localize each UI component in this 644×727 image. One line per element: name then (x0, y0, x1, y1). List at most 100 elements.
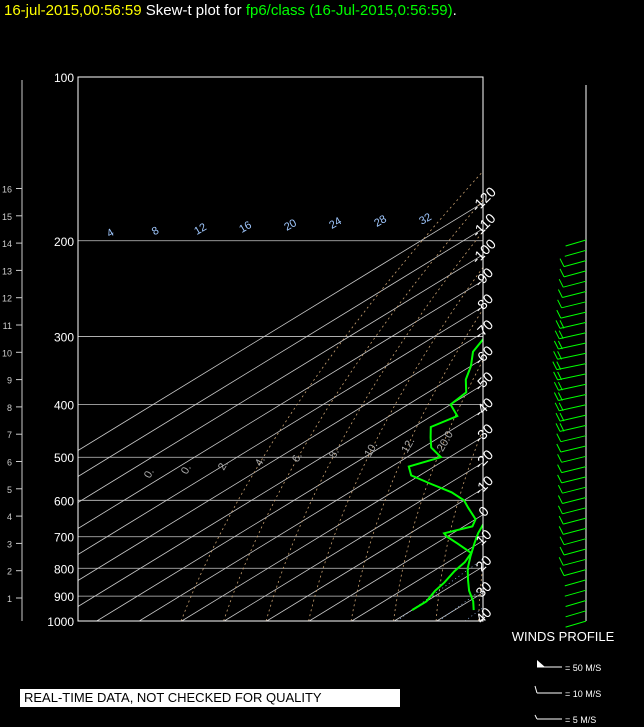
lower-annotation-label: 20.0 (435, 429, 456, 454)
dry-adiabat-line (562, 77, 644, 621)
wind-barb (559, 404, 587, 412)
wind-barb (559, 424, 587, 432)
wind-barb (563, 538, 587, 546)
wind-barb-flag (556, 433, 562, 442)
lower-annotation-label: 0. (179, 463, 194, 477)
wind-barb (564, 579, 587, 587)
mixing-ratio-label: 32 (417, 211, 434, 228)
wind-barb (563, 280, 587, 288)
mixing-ratio-line (532, 241, 644, 621)
wind-legend-barb (534, 714, 538, 720)
wind-barb-flag (557, 505, 563, 515)
dry-adiabat-line (602, 77, 644, 621)
wind-barb (556, 363, 587, 371)
isotherm-line (78, 306, 483, 555)
wind-barb-flag (559, 567, 565, 576)
temperature-tick-label: -110 (468, 210, 499, 241)
height-tick-label: 3 (7, 539, 12, 549)
isotherm-line (436, 592, 483, 621)
wind-barb-flag (556, 443, 562, 453)
wind-barb-flag (556, 361, 562, 370)
wind-barb (563, 569, 587, 577)
wind-barb-flag (555, 412, 561, 422)
wind-barb-flag (553, 392, 559, 401)
wind-barb (557, 373, 587, 381)
wind-barb-flag (559, 258, 565, 267)
pressure-tick-label: 800 (54, 562, 74, 576)
wind-barb-flag (557, 464, 563, 473)
height-tick-label: 10 (2, 348, 12, 358)
wind-barb-flag (554, 402, 560, 412)
wind-barb (560, 435, 587, 443)
wind-barb (558, 394, 587, 401)
wind-barb-flag (559, 546, 565, 556)
wind-barb (565, 610, 587, 618)
isotherm-line (78, 202, 483, 451)
wind-barb-flag (558, 402, 564, 412)
wind-barb-flag (557, 340, 563, 350)
wind-barb-flag (559, 536, 565, 545)
dry-adiabat-line (350, 308, 483, 621)
isotherm-line (78, 228, 483, 477)
pressure-tick-label: 500 (54, 451, 74, 465)
height-tick-label: 1 (7, 594, 12, 604)
wind-barb-flag (554, 330, 560, 339)
isotherm-line (394, 566, 483, 621)
isotherm-line (351, 540, 483, 621)
dry-adiabat-line (435, 428, 483, 621)
wind-barb-flag (553, 340, 559, 350)
isotherm-line (139, 410, 483, 621)
wind-legend-label: = 10 M/S (565, 689, 601, 699)
mixing-ratio-line (512, 241, 644, 621)
plot-frame (77, 76, 484, 622)
wind-legend-label: = 5 M/S (565, 715, 596, 725)
wind-legend-pennant (537, 660, 545, 667)
wind-barb (558, 383, 587, 391)
wind-barb (563, 260, 587, 268)
lower-annotation-label: 0. (142, 467, 157, 481)
wind-barb-flag (553, 381, 559, 391)
wind-barb-flag (559, 412, 565, 422)
wind-barb-flag (553, 371, 559, 381)
wind-barb (561, 466, 587, 474)
wind-barb (563, 558, 587, 566)
temperature-tick-label: -120 (468, 183, 499, 214)
wind-barb-flag (557, 454, 563, 463)
pressure-tick-label: 1000 (47, 615, 74, 629)
mixing-ratio-label: 8 (150, 225, 161, 238)
winds-title: WINDS PROFILE (512, 629, 615, 644)
wind-legend-label: = 50 M/S (565, 663, 601, 673)
wind-barb-flag (558, 515, 564, 525)
wind-barb-flag (553, 351, 559, 360)
quality-disclaimer: REAL-TIME DATA, NOT CHECKED FOR QUALITY (20, 689, 400, 707)
wind-barb-flag (558, 557, 564, 566)
wind-legend-barb (534, 685, 538, 694)
wind-barb-flag (557, 299, 563, 309)
wind-barb-flag (557, 289, 563, 298)
isotherm-line (181, 436, 483, 621)
wind-barb (563, 548, 587, 556)
wind-barb (565, 239, 587, 247)
pressure-tick-label: 600 (54, 494, 74, 508)
temperature-trace (466, 522, 483, 611)
wind-barb (562, 507, 587, 515)
pressure-tick-label: 700 (54, 531, 74, 545)
wind-barb-flag (559, 320, 565, 329)
mixing-ratio-line (499, 241, 644, 621)
mixing-ratio-line (396, 558, 483, 621)
height-tick-label: 9 (7, 376, 12, 386)
wind-barb-flag (558, 278, 564, 288)
wind-barb-flag (552, 361, 558, 370)
mixing-ratio-label: 28 (372, 213, 389, 230)
wind-barb (559, 414, 587, 422)
wind-barb (558, 342, 587, 350)
height-tick-label: 8 (7, 403, 12, 413)
height-tick-label: 2 (7, 567, 12, 577)
isotherm-line (96, 384, 483, 621)
plot-area: 4 8 12 16 20 24 28 320. 0. 2. 4. 6. 8. 10. 12. 20.0 (78, 77, 644, 621)
lower-annotation-label: 2. (216, 459, 231, 473)
isotherm-line (78, 280, 483, 529)
wind-barb-flag (557, 474, 563, 484)
wind-barb (563, 270, 587, 278)
wind-barb (562, 486, 587, 494)
